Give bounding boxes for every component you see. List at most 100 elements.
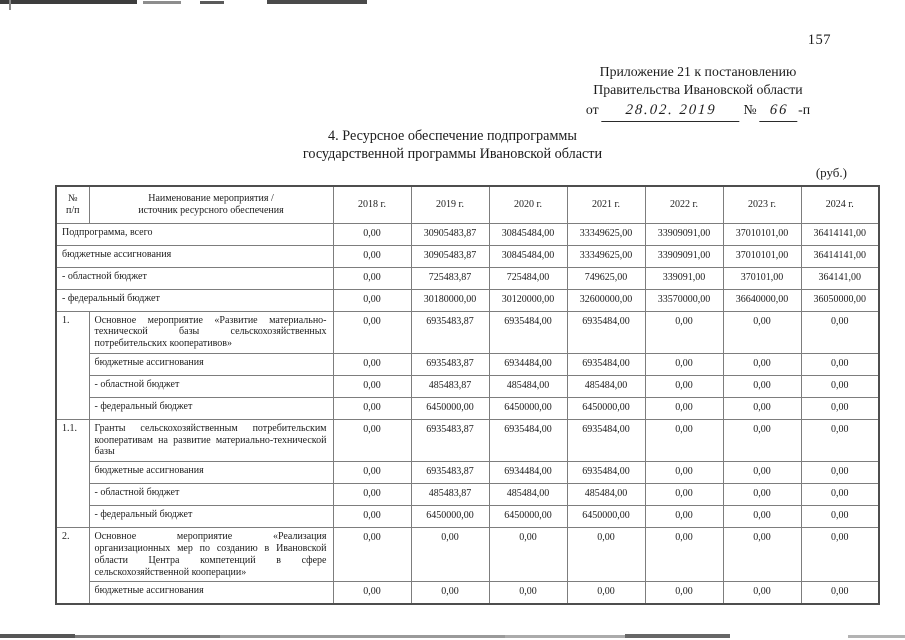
table-row: - федеральный бюджет 0,00 30180000,00 30120… <box>55 288 880 312</box>
value-cell: 6935483,87 <box>410 418 490 463</box>
scan-artifact-top-3 <box>200 1 224 4</box>
currency-note: (руб.) <box>815 165 847 180</box>
value-cell: 725483,87 <box>410 266 490 290</box>
value-cell: 33909091,00 <box>644 222 724 246</box>
appendix-block: Приложение 21 к постановлению Правительс… <box>543 63 853 123</box>
value-cell: 6935483,87 <box>410 461 490 485</box>
row-name-cell: - областной бюджет <box>88 374 334 398</box>
value-cell: 0,00 <box>332 418 412 463</box>
value-cell: 0,00 <box>722 483 802 507</box>
value-cell: 370101,00 <box>722 266 802 290</box>
row-name-cell: бюджетные ассигнования <box>88 461 334 485</box>
value-cell: 0,00 <box>800 418 880 463</box>
value-cell: 36050000,00 <box>800 288 880 312</box>
row-name-cell: Подпрограмма, всего <box>55 222 334 246</box>
table-row: бюджетные ассигнования 0,00 30905483,87 308… <box>55 244 880 268</box>
table-row: - федеральный бюджет 0,00 6450000,00 645000… <box>56 505 880 529</box>
value-cell: 36414141,00 <box>800 222 880 246</box>
scan-artifact-bottom-1 <box>0 634 75 638</box>
value-cell: 725484,00 <box>488 266 568 290</box>
scan-artifact-left-tick <box>9 0 11 10</box>
row-name-cell: Основное мероприятие «Реализация организ… <box>88 527 334 583</box>
value-cell: 6450000,00 <box>410 396 490 420</box>
scan-artifact-bottom-3 <box>220 635 505 638</box>
value-cell: 0,00 <box>800 396 880 420</box>
value-cell: 6450000,00 <box>566 396 646 420</box>
value-cell: 33349625,00 <box>566 222 646 246</box>
resource-table-wrapper: № п/п Наименование мероприятия / источник… <box>55 185 880 605</box>
value-cell: 0,00 <box>332 374 412 398</box>
value-cell: 0,00 <box>800 461 880 485</box>
value-cell: 0,00 <box>332 352 412 376</box>
table-row: - областной бюджет 0,00 725483,87 725484,00… <box>55 266 880 290</box>
table-row: бюджетные ассигнования 0,00 6935483,87 6934… <box>56 461 880 485</box>
row-name-cell: бюджетные ассигнования <box>55 244 334 268</box>
value-cell: 30905483,87 <box>410 244 490 268</box>
value-cell: 6450000,00 <box>566 505 646 529</box>
value-cell: 0,00 <box>644 581 724 605</box>
value-cell: 485484,00 <box>488 374 568 398</box>
value-cell: 6934484,00 <box>488 352 568 376</box>
value-cell: 6935483,87 <box>410 352 490 376</box>
value-cell: 0,00 <box>800 527 880 583</box>
row-name-cell: - областной бюджет <box>88 483 334 507</box>
appendix-number-sign: № <box>743 102 757 118</box>
table-row: - областной бюджет 0,00 485483,87 485484,00… <box>56 483 880 507</box>
column-header: 2018 г. <box>332 185 412 224</box>
value-cell: 0,00 <box>722 527 802 583</box>
value-cell: 36414141,00 <box>800 244 880 268</box>
value-cell: 6935484,00 <box>566 418 646 463</box>
table-row: - областной бюджет 0,00 485483,87 485484,00… <box>56 374 880 398</box>
row-number-cell: 1.1. <box>55 418 90 529</box>
value-cell: 0,00 <box>332 244 412 268</box>
value-cell: 30180000,00 <box>410 288 490 312</box>
column-header: 2019 г. <box>410 185 490 224</box>
value-cell: 0,00 <box>644 483 724 507</box>
value-cell: 485484,00 <box>566 483 646 507</box>
value-cell: 30845484,00 <box>488 244 568 268</box>
resource-table: № п/п Наименование мероприятия / источник… <box>55 185 880 605</box>
column-header: 2021 г. <box>566 185 646 224</box>
row-name-cell: - федеральный бюджет <box>88 505 334 529</box>
value-cell: 0,00 <box>410 527 490 583</box>
value-cell: 6935484,00 <box>488 418 568 463</box>
appendix-line-1: Приложение 21 к постановлению <box>599 64 797 79</box>
value-cell: 0,00 <box>800 483 880 507</box>
table-row: 1. Основное мероприятие «Развитие материа… <box>55 310 880 420</box>
appendix-line-2: Правительства Ивановской области <box>593 82 803 98</box>
value-cell: 0,00 <box>332 310 412 354</box>
value-cell: 30120000,00 <box>488 288 568 312</box>
value-cell: 0,00 <box>644 418 724 463</box>
document-title: 4. Ресурсное обеспечение подпрограммы го… <box>0 128 905 164</box>
value-cell: 485484,00 <box>488 483 568 507</box>
value-cell: 0,00 <box>644 505 724 529</box>
column-header: № п/п <box>55 185 90 224</box>
page-number: 157 <box>807 32 831 48</box>
value-cell: 0,00 <box>800 352 880 376</box>
scan-artifact-top-1 <box>0 0 137 4</box>
value-cell: 0,00 <box>644 527 724 583</box>
value-cell: 0,00 <box>644 374 724 398</box>
value-cell: 36640000,00 <box>722 288 802 312</box>
value-cell: 749625,00 <box>566 266 646 290</box>
value-cell: 6935484,00 <box>566 461 646 485</box>
table-header-row: № п/п Наименование мероприятия / источник… <box>55 185 880 224</box>
row-name-cell: бюджетные ассигнования <box>88 581 334 605</box>
document-title-line-2: государственной программы Ивановской обл… <box>302 145 603 162</box>
table-row: 2. Основное мероприятие «Реализация орган… <box>55 527 880 605</box>
scan-artifact-bottom-6 <box>848 635 905 638</box>
value-cell: 0,00 <box>644 461 724 485</box>
value-cell: 0,00 <box>332 396 412 420</box>
value-cell: 37010101,00 <box>722 244 802 268</box>
appendix-from-line: от 28.02. 2019 № 66 -п <box>543 101 853 123</box>
value-cell: 0,00 <box>332 505 412 529</box>
scan-artifact-bottom-2 <box>75 635 220 638</box>
scan-artifact-bottom-4 <box>505 635 625 638</box>
value-cell: 6934484,00 <box>488 461 568 485</box>
row-name-cell: - федеральный бюджет <box>55 288 334 312</box>
value-cell: 33570000,00 <box>644 288 724 312</box>
value-cell: 364141,00 <box>800 266 880 290</box>
value-cell: 0,00 <box>332 461 412 485</box>
value-cell: 0,00 <box>722 374 802 398</box>
value-cell: 485484,00 <box>566 374 646 398</box>
